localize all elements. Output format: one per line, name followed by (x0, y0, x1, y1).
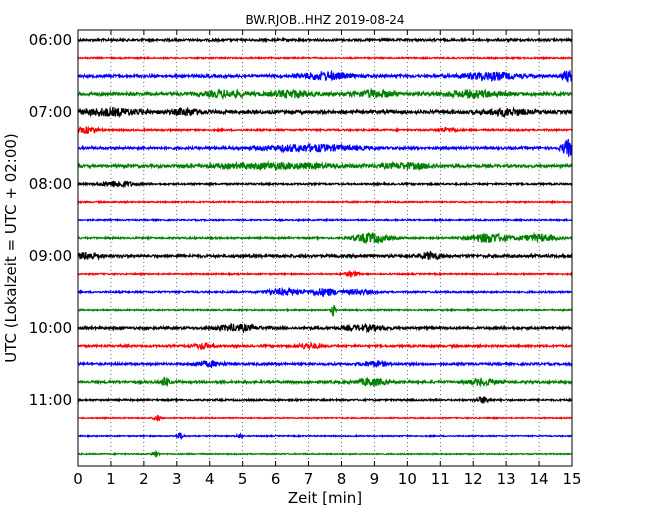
seismogram-trace (77, 69, 573, 83)
seismogram-trace (77, 250, 573, 261)
grid-lines (110, 30, 540, 466)
x-tick-label: 0 (73, 470, 83, 488)
y-tick-label: 07:00 (29, 103, 72, 121)
seismogram-trace (77, 322, 573, 334)
x-axis-label: Zeit [min] (288, 489, 362, 507)
x-tick-label: 14 (530, 470, 549, 488)
x-tick-label: 7 (304, 470, 314, 488)
seismogram-trace (77, 231, 573, 244)
y-axis-ticks: 06:00 07:00 08:00 09:00 10:00 11:00 (29, 31, 572, 409)
seismogram-trace (77, 106, 573, 119)
seismogram-trace (77, 414, 573, 422)
seismogram-trace (77, 269, 573, 278)
seismogram-trace (77, 359, 573, 369)
seismogram-trace (77, 432, 573, 441)
x-tick-label: 9 (370, 470, 380, 488)
x-tick-label: 2 (139, 470, 149, 488)
y-axis-label: UTC (Lokalzeit = UTC + 02:00) (2, 133, 20, 363)
x-tick-label: 15 (562, 470, 581, 488)
y-tick-label: 06:00 (29, 31, 72, 49)
x-tick-label: 6 (271, 470, 281, 488)
x-tick-label: 1 (106, 470, 116, 488)
seismogram-trace (77, 138, 573, 157)
x-tick-label: 11 (431, 470, 450, 488)
x-tick-label: 5 (238, 470, 248, 488)
seismogram-trace (77, 217, 573, 223)
seismogram-trace (77, 376, 573, 388)
seismogram-trace (77, 55, 573, 61)
seismogram-trace (77, 36, 573, 44)
seismogram-traces (77, 36, 573, 458)
seismogram-trace (77, 160, 573, 172)
y-tick-label: 08:00 (29, 175, 72, 193)
chart-title: BW.RJOB..HHZ 2019-08-24 (245, 13, 404, 27)
seismogram-trace (77, 449, 573, 458)
seismogram-trace (77, 396, 573, 404)
seismogram-trace (77, 199, 573, 205)
x-axis-ticks: 0 1 2 3 4 5 6 7 8 9 10 11 12 13 14 15 (73, 30, 582, 488)
seismogram-trace (77, 304, 573, 317)
x-tick-label: 4 (205, 470, 215, 488)
seismogram-trace (77, 125, 573, 134)
y-tick-label: 09:00 (29, 247, 72, 265)
x-tick-label: 8 (337, 470, 347, 488)
x-tick-label: 3 (172, 470, 182, 488)
y-tick-label: 11:00 (29, 391, 72, 409)
seismogram-trace (77, 340, 573, 351)
plot-frame (77, 29, 573, 467)
x-tick-label: 13 (497, 470, 516, 488)
x-tick-label: 12 (464, 470, 483, 488)
x-tick-label: 10 (398, 470, 417, 488)
seismogram-trace (77, 180, 573, 189)
seismogram-trace (77, 87, 573, 100)
seismogram-trace (77, 286, 573, 298)
y-tick-label: 10:00 (29, 319, 72, 337)
